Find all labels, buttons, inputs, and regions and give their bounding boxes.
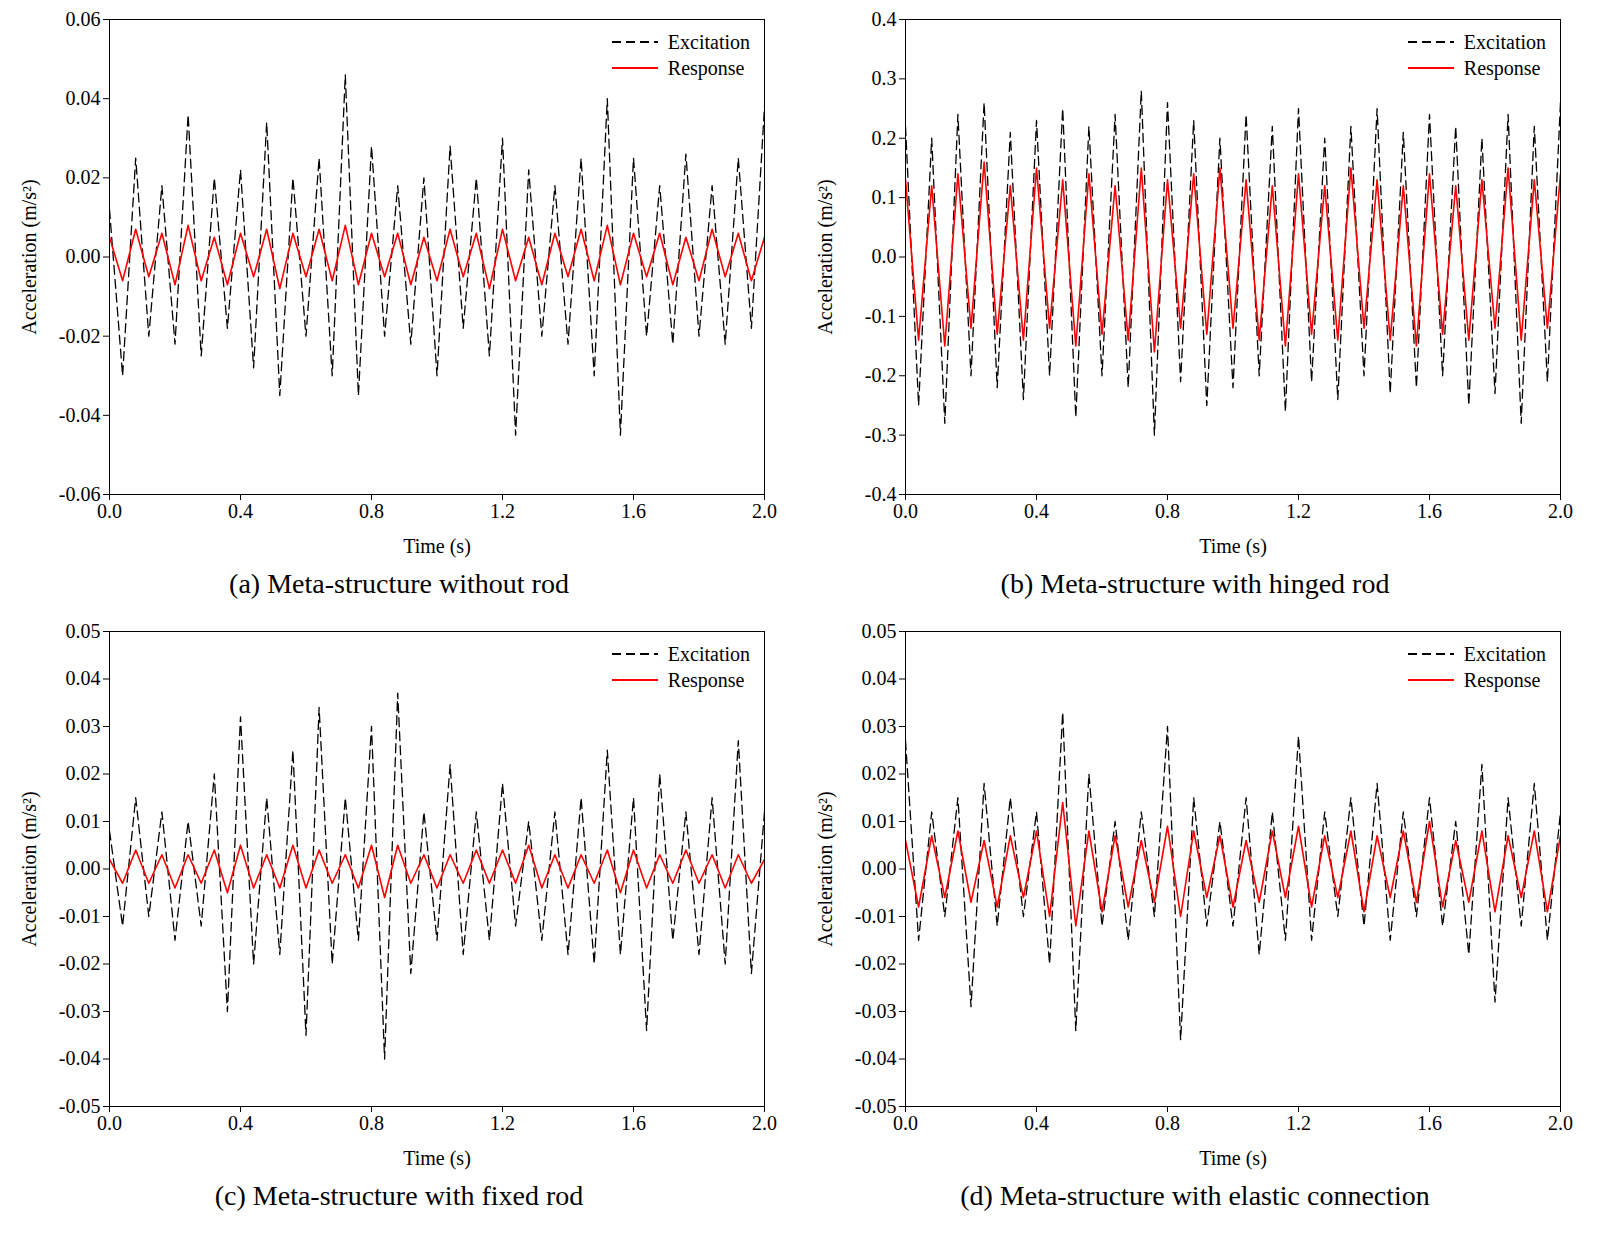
svg-text:0.00: 0.00	[862, 857, 897, 879]
svg-text:-0.04: -0.04	[59, 404, 101, 426]
svg-text:Acceleration (m/s²): Acceleration (m/s²)	[814, 179, 837, 334]
svg-text:Time (s): Time (s)	[1199, 1147, 1267, 1170]
svg-text:Acceleration (m/s²): Acceleration (m/s²)	[18, 179, 41, 334]
svg-text:0.00: 0.00	[66, 245, 101, 267]
html-text:Response: Response	[667, 668, 745, 691]
svg-text:1.2: 1.2	[1286, 1112, 1311, 1134]
svg-text:0.01: 0.01	[862, 810, 897, 832]
svg-text:0.4: 0.4	[872, 8, 897, 30]
svg-text:-0.01: -0.01	[855, 905, 897, 927]
svg-text:0.8: 0.8	[359, 500, 384, 522]
svg-text:-0.1: -0.1	[865, 305, 897, 327]
svg-text:-0.03: -0.03	[855, 1000, 897, 1022]
html-text:Response: Response	[667, 56, 745, 79]
svg-text:0.06: 0.06	[66, 8, 101, 30]
svg-text:Acceleration (m/s²): Acceleration (m/s²)	[18, 791, 41, 946]
svg-text:0.0: 0.0	[893, 1112, 918, 1134]
svg-text:2.0: 2.0	[1548, 500, 1573, 522]
svg-text:0.0: 0.0	[97, 1112, 122, 1134]
svg-text:1.2: 1.2	[490, 500, 515, 522]
svg-text:0.0: 0.0	[872, 245, 897, 267]
svg-text:-0.02: -0.02	[59, 325, 101, 347]
svg-text:2.0: 2.0	[752, 500, 777, 522]
svg-text:-0.06: -0.06	[59, 483, 101, 505]
svg-text:1.6: 1.6	[1417, 1112, 1442, 1134]
svg-text:0.04: 0.04	[66, 87, 101, 109]
svg-text:-0.04: -0.04	[855, 1047, 897, 1069]
svg-text:0.8: 0.8	[1155, 500, 1180, 522]
svg-text:0.03: 0.03	[66, 715, 101, 737]
html-text:Excitation: Excitation	[1463, 30, 1546, 53]
svg-text:0.03: 0.03	[862, 715, 897, 737]
svg-text:2.0: 2.0	[752, 1112, 777, 1134]
html-text:Excitation: Excitation	[667, 30, 750, 53]
svg-text:0.01: 0.01	[66, 810, 101, 832]
svg-text:0.02: 0.02	[862, 762, 897, 784]
html-text:Excitation: Excitation	[1463, 642, 1546, 665]
svg-text:0.2: 0.2	[872, 127, 897, 149]
svg-text:0.1: 0.1	[872, 186, 897, 208]
svg-text:0.00: 0.00	[66, 857, 101, 879]
svg-text:-0.03: -0.03	[59, 1000, 101, 1022]
svg-text:-0.2: -0.2	[865, 364, 897, 386]
html-text:(a) Meta-structure without rod: (a) Meta-structure without rod	[229, 568, 569, 599]
svg-text:1.2: 1.2	[1286, 500, 1311, 522]
svg-text:-0.05: -0.05	[855, 1095, 897, 1117]
svg-text:-0.4: -0.4	[865, 483, 897, 505]
svg-text:-0.3: -0.3	[865, 424, 897, 446]
svg-text:Acceleration (m/s²): Acceleration (m/s²)	[814, 791, 837, 946]
svg-text:Time (s): Time (s)	[403, 535, 471, 558]
svg-text:0.4: 0.4	[228, 1112, 253, 1134]
svg-text:0.0: 0.0	[97, 500, 122, 522]
svg-text:0.4: 0.4	[228, 500, 253, 522]
svg-text:0.4: 0.4	[1024, 500, 1049, 522]
html-text:(b) Meta-structure with hinged: (b) Meta-structure with hinged rod	[1000, 568, 1390, 599]
html-text:(d) Meta-structure with elasti: (d) Meta-structure with elastic connecti…	[960, 1180, 1430, 1211]
svg-text:0.0: 0.0	[893, 500, 918, 522]
svg-text:1.6: 1.6	[621, 500, 646, 522]
svg-text:0.3: 0.3	[872, 67, 897, 89]
svg-text:0.05: 0.05	[862, 620, 897, 642]
svg-text:Time (s): Time (s)	[403, 1147, 471, 1170]
svg-text:0.04: 0.04	[862, 667, 897, 689]
svg-text:2.0: 2.0	[1548, 1112, 1573, 1134]
html-text:Response: Response	[1463, 56, 1541, 79]
svg-text:0.8: 0.8	[1155, 1112, 1180, 1134]
svg-text:1.6: 1.6	[1417, 500, 1442, 522]
html-text:Response: Response	[1463, 668, 1541, 691]
html-text:Excitation: Excitation	[667, 642, 750, 665]
svg-text:-0.01: -0.01	[59, 905, 101, 927]
svg-text:-0.05: -0.05	[59, 1095, 101, 1117]
svg-text:0.05: 0.05	[66, 620, 101, 642]
html-text:(c) Meta-structure with fixed: (c) Meta-structure with fixed rod	[214, 1180, 584, 1211]
svg-text:-0.02: -0.02	[59, 952, 101, 974]
svg-text:1.2: 1.2	[490, 1112, 515, 1134]
svg-text:1.6: 1.6	[621, 1112, 646, 1134]
svg-text:0.02: 0.02	[66, 166, 101, 188]
svg-text:-0.04: -0.04	[59, 1047, 101, 1069]
svg-text:0.4: 0.4	[1024, 1112, 1049, 1134]
svg-text:0.04: 0.04	[66, 667, 101, 689]
svg-text:Time (s): Time (s)	[1199, 535, 1267, 558]
svg-text:0.8: 0.8	[359, 1112, 384, 1134]
svg-text:0.02: 0.02	[66, 762, 101, 784]
svg-text:-0.02: -0.02	[855, 952, 897, 974]
